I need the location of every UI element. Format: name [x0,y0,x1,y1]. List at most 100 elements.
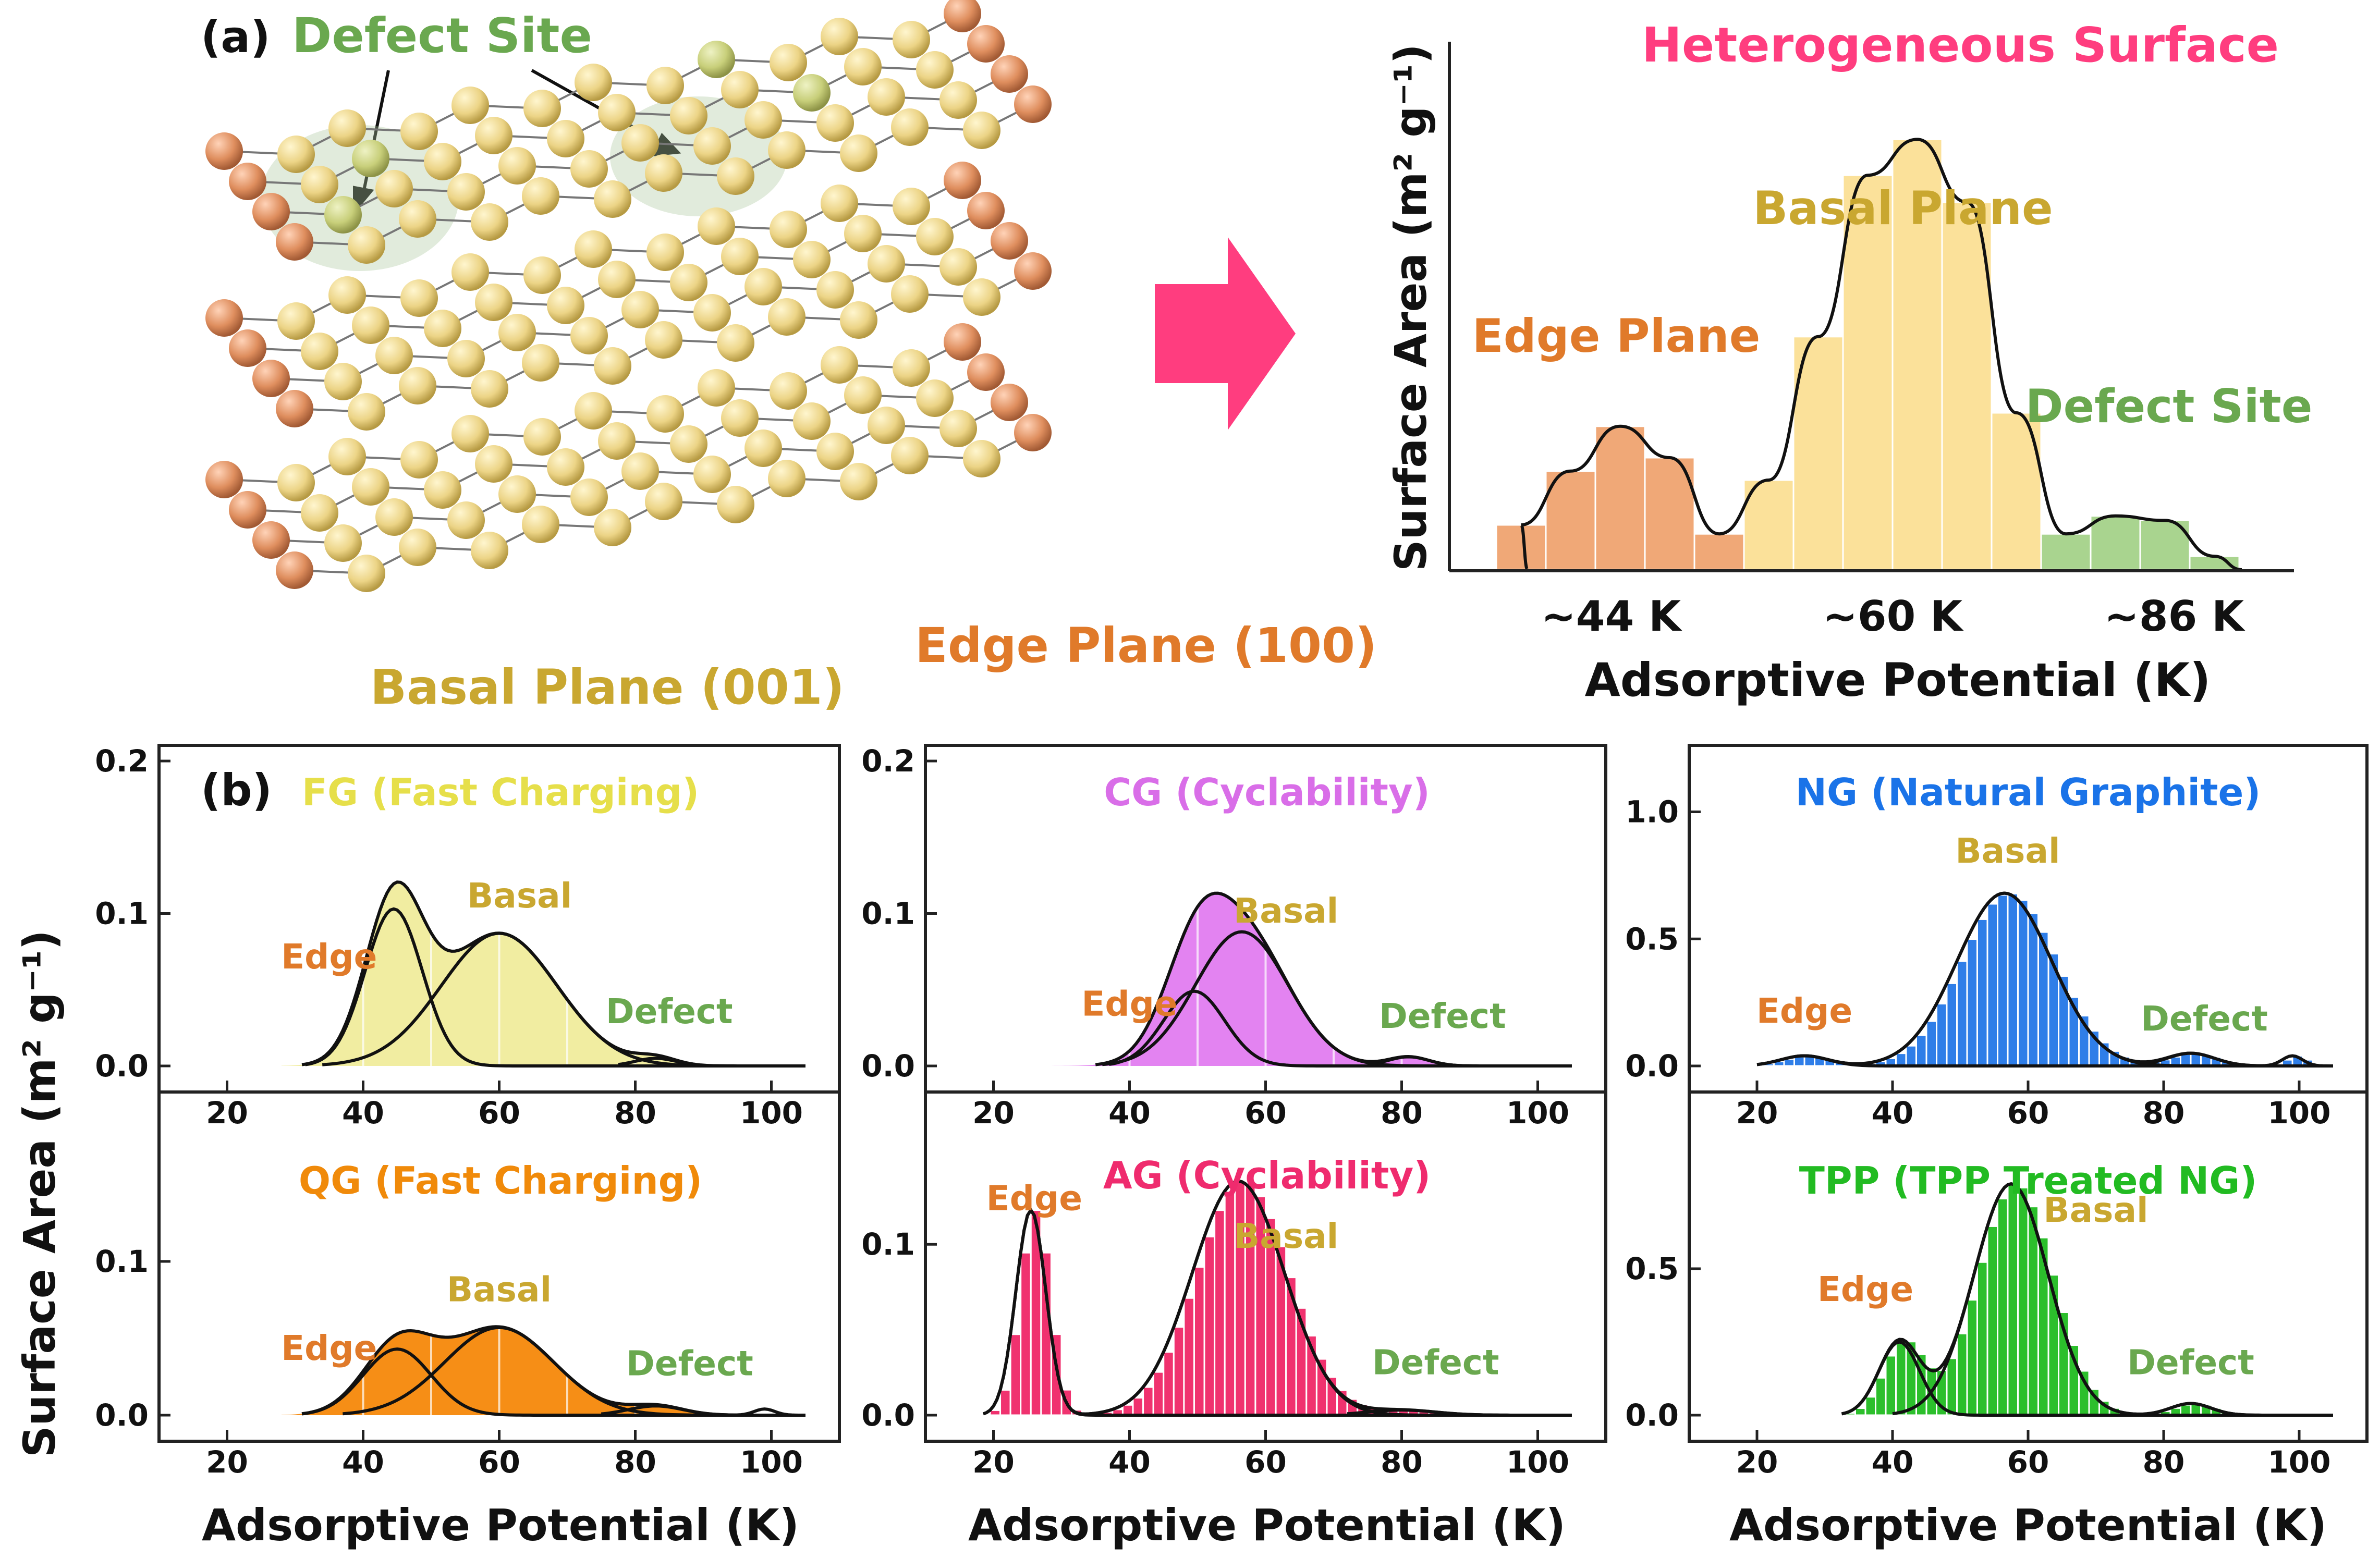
edge-atom [991,55,1028,93]
data-bar [1956,1332,1968,1416]
panel-b-label: (b) [201,765,272,816]
basal-atom [424,310,461,347]
fit-total [1095,891,1572,1068]
data-bar [2007,1184,2019,1416]
x-tick-label: 80 [2143,1095,2185,1131]
edge-atom [276,390,313,427]
edge-atom [229,329,266,367]
x-tick-label: 100 [2267,1444,2330,1480]
schematic-tick-86: ~86 K [2104,592,2245,641]
data-bar [1997,894,2009,1067]
basal-atom [816,271,854,309]
peak-label-basal: Basal [1234,1216,1338,1256]
basal-atom [621,291,659,328]
schematic-bar-defect [2040,533,2092,571]
peak-label-basal: Basal [1234,891,1338,931]
x-tick-label: 100 [1506,1444,1569,1480]
x-tick-label: 20 [206,1095,248,1131]
schematic-defect-label: Defect Site [2025,379,2313,433]
basal-atom [475,284,512,321]
edge-atom [991,222,1028,260]
data-bar [1905,1045,1917,1067]
schematic-bar-edge [1693,533,1745,571]
basal-atom [594,180,631,218]
basal-atom [348,393,385,431]
y-tick-label: 0.0 [95,1397,149,1433]
basal-atom [277,302,315,340]
basal-atom [670,97,707,134]
basal-atom [770,211,807,248]
basal-atom [523,418,561,456]
basal-atom [645,321,682,359]
defect-atom [352,140,389,177]
peak-label-defect: Defect [2141,999,2268,1039]
schematic-bar-basal [1792,336,1844,571]
x-tick-label: 40 [1872,1095,1914,1131]
data-bar [1203,1235,1216,1416]
x-tick-label: 60 [478,1095,520,1131]
schematic-bar-defect [2090,515,2141,571]
basal-atom [721,71,759,108]
basal-atom [328,438,366,475]
peak-label-basal: Basal [467,876,572,916]
x-tick-label: 60 [1244,1444,1287,1480]
xlabel-col2: Adsorptive Potential (K) [968,1500,1566,1551]
basal-atom [939,81,977,119]
data-bar [1285,1277,1297,1416]
basal-atom [693,456,731,493]
basal-atom [522,344,559,382]
basal-atom [570,317,608,354]
data-bar [1885,1355,1897,1416]
data-bar [2007,892,2019,1067]
basal-atom [348,226,385,264]
defect-site-label: Defect Site [292,8,592,64]
basal-atom [522,506,559,543]
data-bar [1966,1299,1978,1416]
y-tick-label: 0.1 [95,896,149,931]
basal-atom [939,248,977,286]
schematic-tick-44: ~44 K [1541,592,1682,641]
edge-atom [252,360,290,397]
x-tick-label: 60 [478,1444,520,1480]
defect-atom [324,196,362,234]
x-tick-label: 100 [740,1095,803,1131]
subplot-FG: 20 40 60 80 100 0.0 0.1 0.2 FG (Fast Charging) Ed… [95,743,841,1131]
basal-atom [844,376,882,414]
edge-atom [229,491,266,529]
peak-label-edge: Edge [1817,1269,1913,1309]
y-tick-label: 0.5 [1625,1251,1679,1286]
basal-atom [744,268,782,305]
x-tick-label: 40 [1108,1444,1151,1480]
basal-atom [471,203,508,241]
subplot-title-QG: QG (Fast Charging) [299,1159,702,1203]
basal-atom [547,448,584,486]
basal-atom [868,245,905,283]
basal-plane-label: Basal Plane (001) [370,659,845,715]
basal-atom [768,298,805,336]
x-tick-label: 80 [614,1095,656,1131]
x-tick-label: 20 [1736,1444,1778,1480]
y-tick-label: 0.1 [95,1244,149,1279]
basal-atom [375,498,413,536]
transform-arrow [1155,237,1296,430]
basal-atom [744,430,782,467]
x-tick-label: 60 [2007,1444,2049,1480]
basal-atom [768,460,805,497]
basal-atom [621,124,659,162]
basal-atom [424,471,461,509]
peak-label-defect: Defect [2127,1342,2254,1382]
y-tick-label: 0.1 [861,1226,915,1262]
basal-atom [301,333,338,370]
data-bar [1936,1003,1948,1067]
basal-atom [447,173,485,211]
basal-atom [594,509,631,546]
data-bar [1183,1297,1195,1416]
data-bar [2017,1186,2029,1416]
basal-atom [868,407,905,444]
basal-atom [793,402,831,440]
data-bar [1009,1333,1022,1416]
peak-label-edge: Edge [1756,991,1852,1031]
basal-atom [721,238,759,275]
edge-atom [944,0,981,32]
